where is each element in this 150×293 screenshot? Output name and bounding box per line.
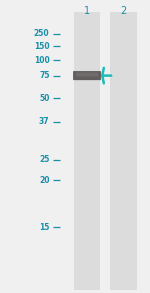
- Text: 37: 37: [39, 117, 50, 126]
- Text: 150: 150: [34, 42, 50, 51]
- FancyBboxPatch shape: [76, 72, 98, 76]
- Text: 20: 20: [39, 176, 50, 185]
- Text: 2: 2: [120, 6, 126, 16]
- Text: 25: 25: [39, 155, 50, 164]
- Text: 100: 100: [34, 56, 50, 64]
- FancyBboxPatch shape: [73, 71, 101, 80]
- Text: 1: 1: [84, 6, 90, 16]
- Bar: [110, 12, 136, 290]
- Text: 75: 75: [39, 71, 50, 80]
- Bar: [74, 12, 100, 290]
- Text: 50: 50: [39, 94, 50, 103]
- Text: 15: 15: [39, 223, 50, 231]
- Text: 250: 250: [34, 29, 50, 38]
